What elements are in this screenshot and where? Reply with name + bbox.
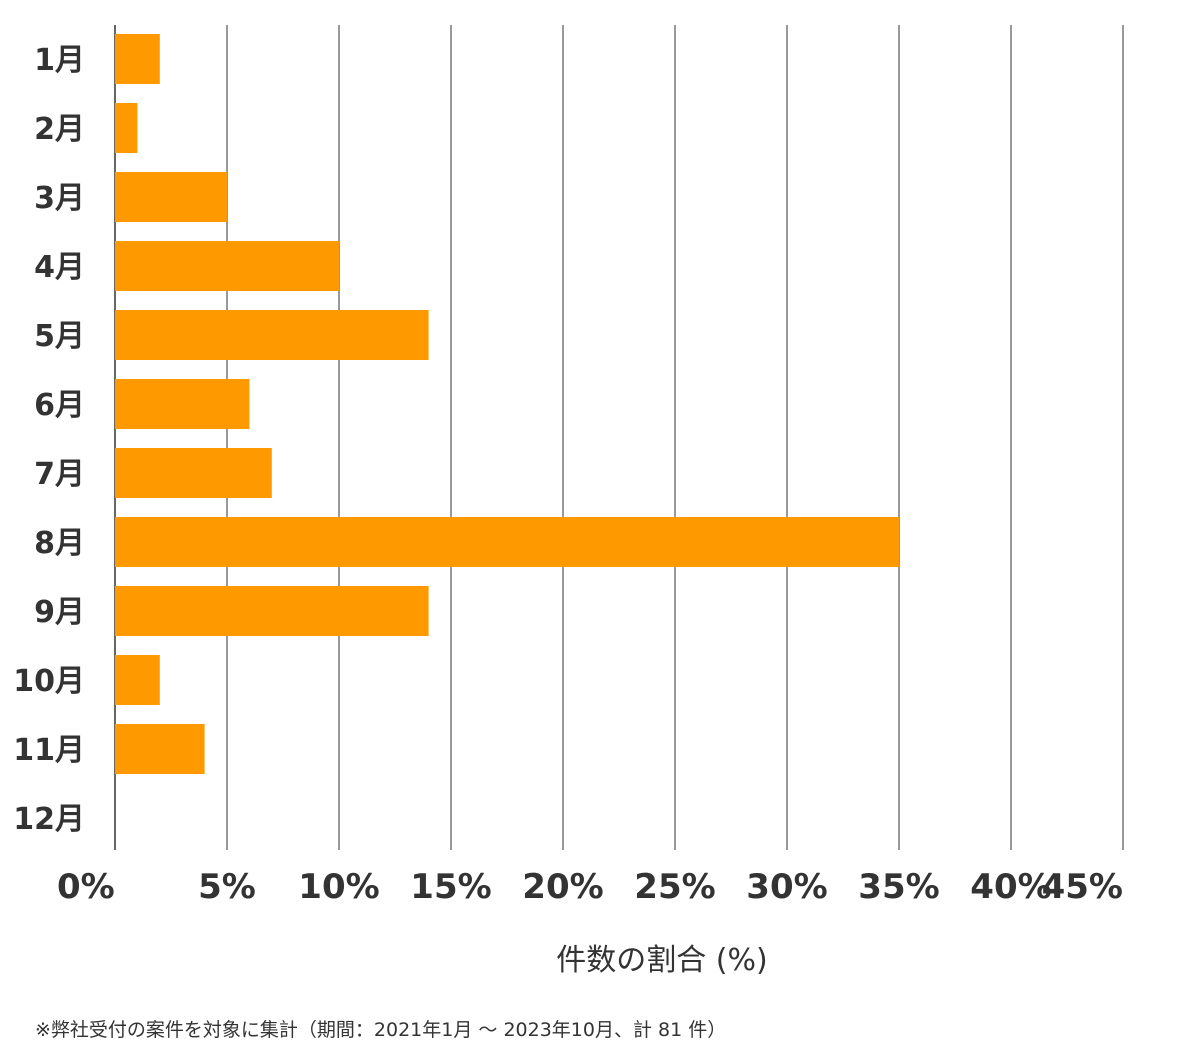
category-label: 3月 — [34, 181, 85, 216]
category-label: 6月 — [34, 388, 85, 423]
category-label: 11月 — [13, 733, 85, 768]
bar — [115, 517, 899, 567]
x-tick-label: 35% — [858, 867, 939, 907]
bar — [115, 379, 250, 429]
x-tick-label: 45% — [1042, 867, 1123, 907]
x-tick-label: 40% — [970, 867, 1051, 907]
x-tick-label: 30% — [746, 867, 827, 907]
bar — [115, 103, 138, 153]
bars — [115, 34, 899, 774]
category-label: 5月 — [34, 319, 85, 354]
category-label: 8月 — [34, 526, 85, 561]
bar — [115, 655, 160, 705]
category-label: 4月 — [34, 250, 85, 285]
category-label: 12月 — [13, 802, 85, 837]
category-label: 9月 — [34, 595, 85, 630]
bar — [115, 448, 272, 498]
category-labels: 1月 2月 3月 4月 5月 6月 7月 8月 9月 10月 11月 12月 — [13, 43, 85, 837]
footnote: ※弊社受付の案件を対象に集計（期間：2021年1月 ～ 2023年10月、計 8… — [35, 1019, 726, 1041]
x-tick-label: 20% — [522, 867, 603, 907]
category-label: 7月 — [34, 457, 85, 492]
x-tick-label: 0% — [57, 867, 115, 907]
x-tick-label: 25% — [634, 867, 715, 907]
bar — [115, 172, 227, 222]
x-axis-label: 件数の割合 (%) — [556, 943, 767, 978]
x-tick-label: 10% — [298, 867, 379, 907]
gridlines — [114, 25, 1124, 850]
category-label: 10月 — [13, 664, 85, 699]
bar — [115, 241, 339, 291]
x-tick-labels: 0% 5% 10% 15% 20% 25% 30% 35% 40%45% — [57, 867, 1123, 907]
bar — [115, 724, 205, 774]
bar — [115, 310, 429, 360]
bar — [115, 586, 429, 636]
category-label: 1月 — [34, 43, 85, 78]
x-tick-label: 15% — [410, 867, 491, 907]
bar — [115, 34, 160, 84]
x-tick-label: 5% — [198, 867, 256, 907]
category-label: 2月 — [34, 112, 85, 147]
